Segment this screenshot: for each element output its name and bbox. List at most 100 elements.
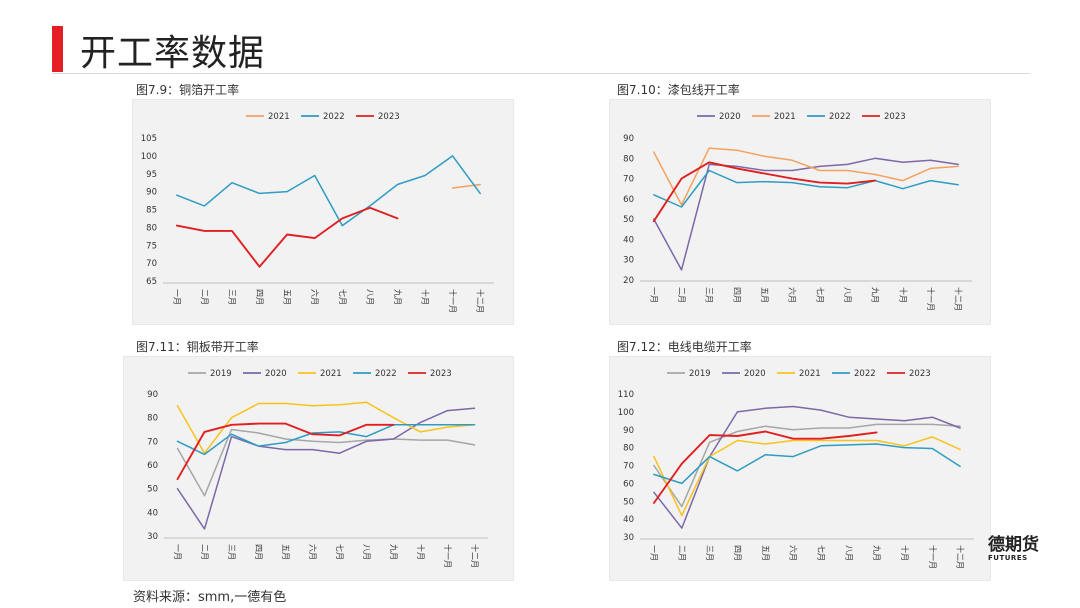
x-tick-label: 二月 bbox=[200, 544, 209, 560]
x-tick-label: 七月 bbox=[338, 289, 347, 305]
x-tick-label: 十二月 bbox=[954, 287, 964, 311]
y-tick-label: 65 bbox=[146, 277, 157, 287]
x-tick-label: 二月 bbox=[677, 545, 686, 561]
legend-label: 2020 bbox=[744, 369, 766, 379]
x-tick-label: 一月 bbox=[649, 545, 658, 561]
chart-panel-enameled-wire: 20 30 40 50 60 70 80 90 一月 二月 三月 四月 五月 六月 七月 八月 九月 十月 十一月 十… bbox=[609, 99, 991, 325]
x-tick-label: 九月 bbox=[389, 544, 398, 560]
x-tick-label: 一月 bbox=[172, 289, 181, 305]
chart-panel-wire-cable: 30 40 50 60 70 80 90 100 110 一月 二月 三月 四月 五月 六月 七月 八月 九月 十月… bbox=[609, 356, 991, 581]
x-tick-label: 十月 bbox=[421, 289, 431, 305]
x-tick-label: 八月 bbox=[365, 289, 374, 305]
chart-panel-copper-strip: 30 40 50 60 70 80 90 一月 二月 三月 四月 五月 六月 七月 八月 九月 十月 十一月 十二月… bbox=[123, 356, 514, 581]
y-tick-label: 95 bbox=[146, 170, 157, 180]
x-tick-label: 九月 bbox=[871, 287, 880, 303]
data-source-note: 资料来源：smm,一德有色 bbox=[133, 590, 287, 605]
x-tick-label: 三月 bbox=[705, 287, 714, 303]
legend-label: 2020 bbox=[719, 112, 741, 122]
y-tick-label: 80 bbox=[147, 414, 158, 424]
series-line-2020 bbox=[653, 405, 961, 529]
legend-label: 2021 bbox=[774, 112, 796, 122]
series-line-2021 bbox=[653, 147, 959, 206]
y-tick-label: 100 bbox=[618, 408, 634, 418]
x-tick-label: 四月 bbox=[255, 289, 264, 305]
y-tick-label: 30 bbox=[147, 532, 158, 542]
y-tick-label: 90 bbox=[146, 188, 157, 198]
y-tick-label: 20 bbox=[623, 276, 634, 286]
x-tick-label: 六月 bbox=[788, 287, 798, 303]
y-tick-label: 30 bbox=[623, 533, 634, 543]
title-divider bbox=[52, 73, 1030, 74]
legend-label: 2021 bbox=[320, 369, 342, 379]
copper-foil-chart: 65 70 75 80 85 90 95 100 105 一月 二月 三月 四月 五月 六月 七月 八月 九月 十月… bbox=[141, 112, 494, 313]
y-tick-label: 80 bbox=[623, 154, 634, 164]
x-tick-label: 六月 bbox=[308, 544, 318, 560]
series-line-2020 bbox=[653, 157, 959, 271]
series-line-2020 bbox=[176, 407, 476, 530]
x-tick-label: 十月 bbox=[898, 287, 908, 303]
series-line-2023 bbox=[652, 430, 878, 504]
logo-text: 德期货 bbox=[988, 535, 1039, 555]
x-tick-label: 二月 bbox=[200, 289, 209, 305]
legend-label: 2022 bbox=[829, 112, 851, 122]
x-tick-label: 八月 bbox=[843, 287, 852, 303]
chart-panel-copper-foil: 65 70 75 80 85 90 95 100 105 一月 二月 三月 四月 五月 六月 七月 八月 九月 十月… bbox=[132, 99, 514, 325]
chart-caption-wire-cable: 图7.12：电线电缆开工率 bbox=[617, 340, 752, 354]
title-accent-bar bbox=[52, 26, 63, 72]
legend-label: 2022 bbox=[323, 112, 345, 122]
legend-label: 2023 bbox=[378, 112, 400, 122]
x-tick-label: 一月 bbox=[649, 287, 658, 303]
x-tick-label: 四月 bbox=[732, 287, 741, 303]
y-tick-label: 30 bbox=[623, 256, 634, 266]
x-tick-label: 十一月 bbox=[448, 289, 458, 313]
y-tick-label: 50 bbox=[623, 215, 634, 225]
enameled-wire-chart: 20 30 40 50 60 70 80 90 一月 二月 三月 四月 五月 六月 七月 八月 九月 十月 十一月 十… bbox=[623, 112, 972, 311]
legend-label: 2023 bbox=[909, 369, 931, 379]
x-tick-label: 三月 bbox=[705, 545, 714, 561]
x-tick-label: 三月 bbox=[227, 289, 236, 305]
y-tick-label: 40 bbox=[623, 235, 634, 245]
company-logo: 德期货 FUTURES bbox=[988, 536, 1080, 568]
y-tick-label: 70 bbox=[623, 175, 634, 185]
x-tick-label: 十一月 bbox=[928, 545, 938, 569]
series-line-2023 bbox=[176, 422, 395, 481]
series-line-2022 bbox=[653, 443, 961, 485]
series-line-2022 bbox=[176, 155, 481, 227]
y-tick-label: 80 bbox=[146, 223, 157, 233]
chart-caption-copper-foil: 图7.9：铜箔开工率 bbox=[136, 83, 240, 97]
x-tick-label: 八月 bbox=[362, 544, 371, 560]
y-tick-label: 90 bbox=[623, 134, 634, 144]
y-tick-label: 40 bbox=[147, 508, 158, 518]
chart-caption-copper-strip: 图7.11：铜板带开工率 bbox=[136, 340, 259, 354]
chart-caption-enameled-wire: 图7.10：漆包线开工率 bbox=[617, 83, 740, 97]
x-tick-label: 十二月 bbox=[956, 545, 966, 569]
legend-label: 2021 bbox=[799, 369, 821, 379]
legend-label: 2023 bbox=[430, 369, 452, 379]
legend-label: 2019 bbox=[689, 369, 711, 379]
legend-label: 2019 bbox=[210, 369, 232, 379]
legend-label: 2023 bbox=[884, 112, 906, 122]
y-tick-label: 110 bbox=[618, 390, 634, 400]
y-tick-label: 85 bbox=[146, 206, 157, 216]
x-tick-label: 五月 bbox=[760, 287, 769, 303]
series-line-2019 bbox=[653, 423, 961, 508]
x-tick-label: 七月 bbox=[335, 544, 344, 560]
y-tick-label: 80 bbox=[623, 444, 634, 454]
x-tick-label: 十二月 bbox=[476, 289, 486, 313]
x-tick-label: 八月 bbox=[844, 545, 853, 561]
x-tick-label: 四月 bbox=[733, 545, 742, 561]
x-tick-label: 十月 bbox=[900, 545, 910, 561]
x-tick-label: 七月 bbox=[816, 545, 825, 561]
x-tick-label: 五月 bbox=[283, 289, 292, 305]
legend-label: 2022 bbox=[375, 369, 397, 379]
legend-label: 2021 bbox=[268, 112, 290, 122]
legend-label: 2022 bbox=[854, 369, 876, 379]
y-tick-label: 60 bbox=[623, 479, 634, 489]
x-tick-label: 十二月 bbox=[470, 544, 480, 568]
series-line-2022 bbox=[176, 424, 476, 456]
x-tick-label: 四月 bbox=[254, 544, 263, 560]
x-tick-label: 二月 bbox=[677, 287, 686, 303]
series-line-2019 bbox=[176, 428, 476, 497]
x-tick-label: 九月 bbox=[872, 545, 881, 561]
y-tick-label: 90 bbox=[623, 426, 634, 436]
